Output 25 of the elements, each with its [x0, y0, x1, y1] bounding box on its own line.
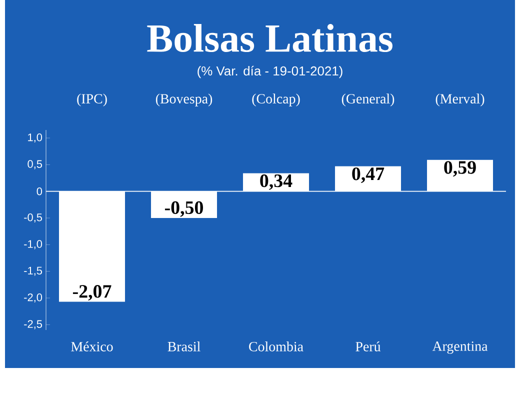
chart-title: Bolsas Latinas	[147, 24, 392, 52]
data-label: -0,50	[164, 201, 203, 217]
x-tick-label: Brasil	[168, 342, 200, 352]
data-label: 0,34	[260, 174, 292, 190]
text: (Merval)	[436, 94, 484, 106]
data-label: 0,47	[352, 167, 384, 183]
y-tick-label: 0	[36, 187, 42, 196]
x-tick-label: Perú	[356, 342, 381, 352]
y-tick-label: -2,5	[24, 320, 42, 330]
data-label: -2,07	[72, 285, 112, 301]
y-tick-label: -1,5	[24, 266, 42, 276]
x-tick-label: México	[71, 342, 113, 352]
text: (General)	[342, 94, 394, 106]
y-tick-label: -1,0	[24, 240, 42, 250]
data-label: 0,59	[444, 161, 476, 177]
y-tick-label: 0,5	[28, 160, 42, 170]
y-tick-label: 1,0	[28, 133, 42, 143]
x-tick-label: Argentina	[432, 342, 488, 354]
x-tick-label: Colombia	[249, 342, 304, 352]
text: (Bovespa)	[156, 94, 212, 106]
text: (Colcap)	[252, 94, 300, 106]
chart-subtitle: (% Var. día - 19-01-2021)	[198, 66, 342, 78]
text: (IPC)	[77, 94, 107, 106]
y-tick-label: -2,0	[24, 293, 42, 303]
y-tick-label: -0,5	[24, 213, 42, 223]
